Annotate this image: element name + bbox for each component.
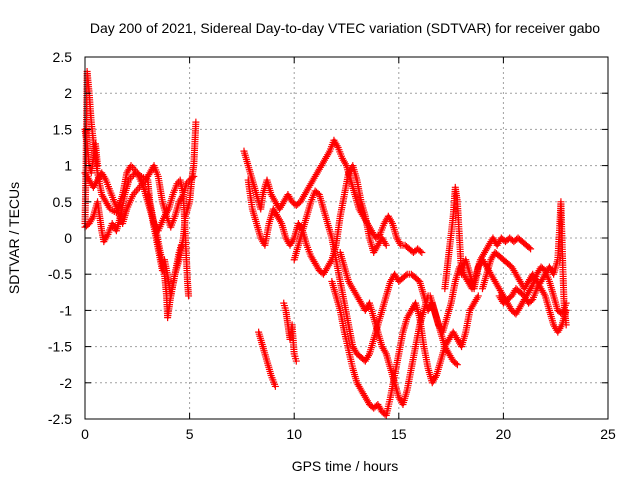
data-point xyxy=(418,248,426,256)
data-point xyxy=(525,244,533,252)
grid-layer xyxy=(85,57,608,419)
data-point xyxy=(474,292,482,300)
data-point xyxy=(292,357,300,365)
chart-title: Day 200 of 2021, Sidereal Day-to-day VTE… xyxy=(90,20,600,36)
data-point xyxy=(190,172,198,180)
data-point xyxy=(416,247,424,255)
y-tick-label: -1 xyxy=(60,302,73,318)
data-point xyxy=(188,174,196,182)
x-tick-label: 20 xyxy=(496,426,512,442)
data-point xyxy=(527,245,535,253)
y-tick-label: -0.5 xyxy=(48,266,72,282)
data-point xyxy=(562,321,570,329)
x-axis-label: GPS time / hours xyxy=(292,458,399,474)
data-point xyxy=(177,241,185,249)
y-tick-label: 2 xyxy=(64,85,72,101)
data-point xyxy=(134,185,142,193)
x-tick-label: 15 xyxy=(391,426,407,442)
data-point xyxy=(94,162,102,170)
x-tick-label: 5 xyxy=(186,426,194,442)
data-point xyxy=(382,241,390,249)
y-tick-label: -2 xyxy=(60,375,73,391)
data-point xyxy=(453,361,461,369)
y-tick-label: 2.5 xyxy=(53,49,73,65)
y-tick-label: 0.5 xyxy=(53,194,73,210)
y-axis-label: SDTVAR / TECUs xyxy=(6,182,22,294)
x-tick-label: 0 xyxy=(81,426,89,442)
data-point xyxy=(192,118,200,126)
data-point xyxy=(402,271,410,279)
axis-layer: 0 5 10 15 20 25 -2.5 -2 -1.5 -1 -0.5 0 0.5 1 1.5 2 2.5 xyxy=(48,49,616,442)
points-layer xyxy=(81,67,570,419)
y-tick-label: -1.5 xyxy=(48,339,72,355)
x-tick-label: 25 xyxy=(600,426,616,442)
data-point xyxy=(185,292,193,300)
data-point xyxy=(452,359,460,367)
y-tick-label: 0 xyxy=(64,230,72,246)
y-tick-label: 1 xyxy=(64,158,72,174)
x-tick-label: 10 xyxy=(286,426,302,442)
data-point xyxy=(132,187,140,195)
plot-frame xyxy=(84,56,609,420)
data-point xyxy=(271,382,279,390)
y-tick-label: 1.5 xyxy=(53,121,73,137)
y-tick-label: -2.5 xyxy=(48,411,72,427)
